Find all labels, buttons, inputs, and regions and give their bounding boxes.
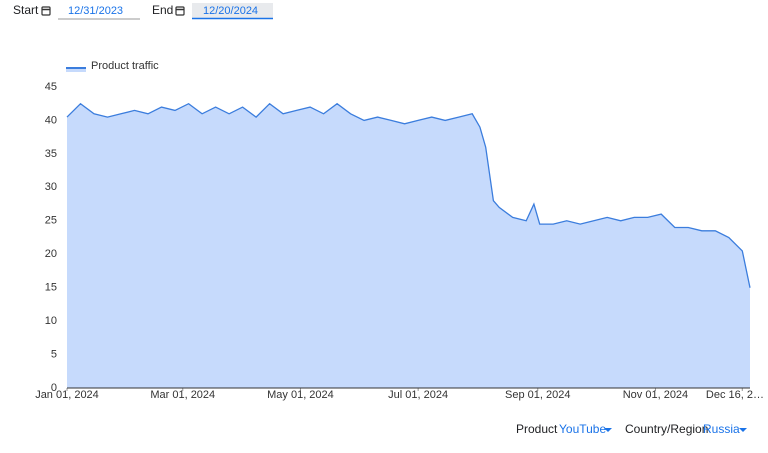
y-tick-label: 35	[45, 148, 57, 160]
region-label: Country/Region	[625, 422, 708, 436]
x-tick-label: Mar 01, 2024	[150, 389, 215, 401]
x-tick-label: Sep 01, 2024	[505, 389, 570, 401]
calendar-icon[interactable]	[175, 6, 185, 16]
y-tick-label: 15	[45, 282, 57, 294]
legend-swatch-fill	[66, 69, 86, 72]
x-tick-label: Jan 01, 2024	[35, 389, 99, 401]
dropdown-arrow[interactable]	[739, 428, 747, 432]
calendar-icon[interactable]	[41, 6, 51, 16]
start-value[interactable]: 12/31/2023	[68, 5, 123, 17]
dropdown-arrow[interactable]	[604, 428, 612, 432]
end-input[interactable]	[192, 3, 273, 19]
product-label: Product	[516, 422, 558, 436]
product-value[interactable]: YouTube	[559, 422, 606, 436]
legend-label: Product traffic	[91, 60, 159, 72]
region-value[interactable]: Russia	[703, 422, 740, 436]
y-tick-label: 40	[45, 114, 57, 126]
area-fill	[67, 103, 750, 388]
y-tick-label: 30	[45, 181, 57, 193]
y-tick-label: 45	[45, 81, 57, 93]
x-tick-label: Dec 16, 2…	[706, 389, 764, 401]
y-tick-label: 25	[45, 215, 57, 227]
y-tick-label: 20	[45, 248, 57, 260]
x-tick-label: May 01, 2024	[267, 389, 334, 401]
y-tick-label: 5	[51, 348, 57, 360]
start-label: Start	[13, 3, 39, 17]
end-label: End	[152, 3, 173, 17]
x-tick-label: Jul 01, 2024	[388, 389, 448, 401]
x-tick-label: Nov 01, 2024	[623, 389, 688, 401]
start-input[interactable]	[58, 3, 140, 19]
y-tick-label: 10	[45, 315, 57, 327]
chart: 0 5 10 15 20 25 30 35 40 45 Jan 01, 2024 Mar 01, 20…	[35, 60, 764, 401]
series-line	[66, 102, 751, 288]
y-tick-label: 0	[51, 382, 57, 394]
end-value[interactable]: 12/20/2024	[203, 5, 258, 17]
